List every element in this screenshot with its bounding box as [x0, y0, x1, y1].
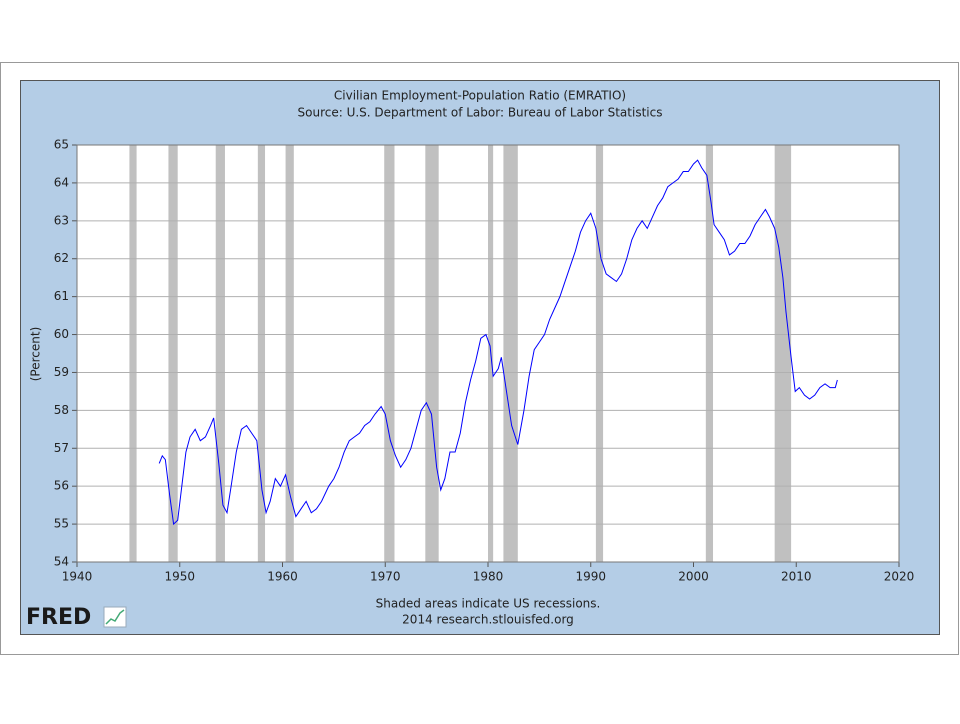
- recession-band: [425, 145, 439, 562]
- recession-band: [774, 145, 792, 562]
- y-axis-label: (Percent): [29, 327, 43, 382]
- recession-band: [215, 145, 225, 562]
- x-tick-label: 1950: [164, 570, 195, 584]
- y-tick-label: 63: [54, 213, 69, 227]
- logo-icon-line: [105, 609, 125, 625]
- x-tick-label: 1970: [370, 570, 401, 584]
- recession-band: [257, 145, 266, 562]
- y-tick-label: 64: [54, 175, 69, 189]
- logo: FRED: [26, 605, 91, 630]
- y-tick-label: 62: [54, 251, 69, 265]
- y-tick-label: 65: [54, 138, 69, 152]
- y-tick-label: 55: [54, 517, 69, 531]
- x-tick-label: 1960: [267, 570, 298, 584]
- recession-band: [384, 145, 395, 562]
- recession-band: [285, 145, 294, 562]
- y-tick-label: 59: [54, 365, 69, 379]
- recession-band: [595, 145, 604, 562]
- y-tick-label: 60: [54, 327, 69, 341]
- logo-icon: [103, 606, 127, 628]
- y-tick-label: 54: [54, 555, 69, 569]
- plot-border: [76, 144, 900, 563]
- y-tick-label: 58: [54, 403, 69, 417]
- y-tick-label: 56: [54, 479, 69, 493]
- recession-band: [129, 145, 137, 562]
- recession-band: [503, 145, 518, 562]
- x-tick-label: 2020: [884, 570, 915, 584]
- y-tick-label: 57: [54, 441, 69, 455]
- logo-icon-box: [103, 606, 127, 628]
- recession-band: [705, 145, 714, 562]
- x-tick-label: 1980: [473, 570, 504, 584]
- chart-subtitle: Source: U.S. Department of Labor: Bureau…: [298, 106, 663, 120]
- x-tick-label: 2010: [781, 570, 812, 584]
- x-tick-label: 2000: [678, 570, 709, 584]
- y-tick-label: 61: [54, 289, 69, 303]
- note: 2014 research.stlouisfed.org: [402, 613, 574, 627]
- recession-layer: [129, 145, 792, 562]
- x-tick-label: 1940: [62, 570, 93, 584]
- x-tick-label: 1990: [575, 570, 606, 584]
- line-layer: [158, 159, 838, 526]
- data-line: [158, 159, 838, 526]
- recession-band: [168, 145, 178, 562]
- note: Shaded areas indicate US recessions.: [376, 597, 601, 611]
- chart-title: Civilian Employment-Population Ratio (EM…: [334, 89, 626, 103]
